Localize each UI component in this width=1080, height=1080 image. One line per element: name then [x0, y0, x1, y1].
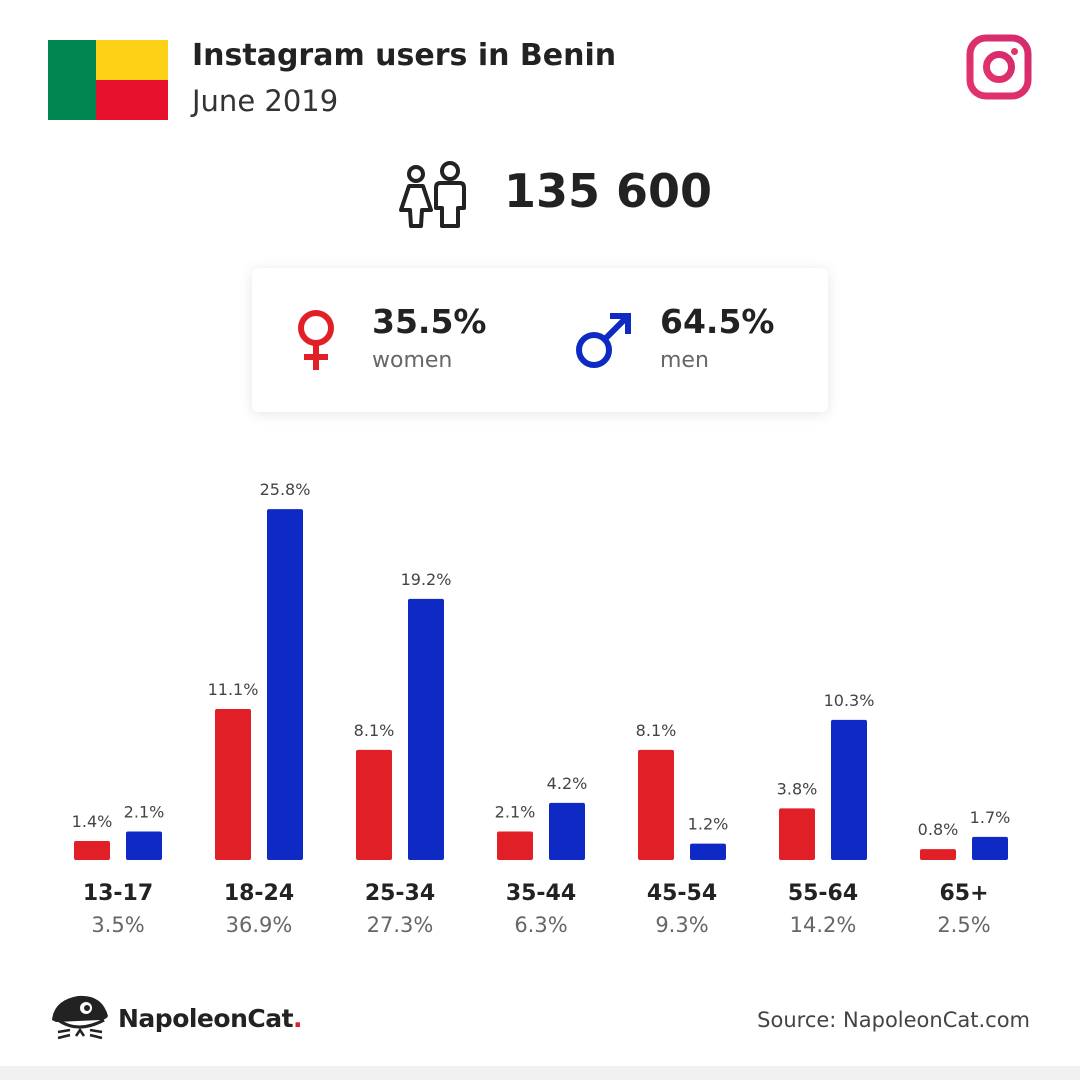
category-total-13-17: 3.5%: [91, 913, 144, 937]
value-label-men-25-34: 19.2%: [401, 570, 452, 589]
page-title: Instagram users in Benin: [192, 38, 617, 73]
bar-men-55-64: [831, 719, 867, 860]
total-users: 135 600: [504, 164, 713, 218]
category-total-55-64: 14.2%: [790, 913, 857, 937]
benin-flag: [48, 40, 168, 120]
women-label: women: [372, 348, 453, 373]
category-label-55-64: 55-64: [788, 881, 858, 906]
women-percent: 35.5%: [372, 302, 487, 341]
bar-women-55-64: [779, 808, 815, 860]
value-label-men-55-64: 10.3%: [824, 691, 875, 710]
value-label-women-55-64: 3.8%: [777, 779, 818, 798]
value-label-women-35-44: 2.1%: [495, 802, 536, 821]
category-total-45-54: 9.3%: [655, 913, 708, 937]
value-label-women-25-34: 8.1%: [354, 721, 395, 740]
men-percent: 64.5%: [660, 302, 775, 341]
brand-text: NapoleonCat: [118, 1004, 294, 1033]
instagram-icon[interactable]: [966, 34, 1032, 100]
category-label-13-17: 13-17: [83, 881, 153, 906]
age-gender-bar-chart: 1.4% 2.1% 13-17 3.5% 11.1% 25.8% 18-24 36.9% 8.1…: [72, 480, 1011, 937]
bar-women-13-17: [74, 840, 110, 860]
value-label-men-45-54: 1.2%: [688, 815, 729, 834]
bar-men-18-24: [267, 509, 303, 860]
bar-women-65+: [920, 849, 956, 860]
value-label-women-65+: 0.8%: [918, 820, 959, 839]
bar-women-18-24: [215, 709, 251, 860]
category-label-35-44: 35-44: [506, 881, 576, 906]
bar-women-45-54: [638, 749, 674, 860]
value-label-women-13-17: 1.4%: [72, 812, 113, 831]
category-total-25-34: 27.3%: [367, 913, 434, 937]
category-total-18-24: 36.9%: [226, 913, 293, 937]
category-label-45-54: 45-54: [647, 881, 717, 906]
category-label-25-34: 25-34: [365, 881, 435, 906]
value-label-women-18-24: 11.1%: [208, 680, 259, 699]
male-symbol-icon: [576, 313, 631, 368]
bar-men-35-44: [549, 802, 585, 860]
bar-men-45-54: [690, 843, 726, 860]
bar-men-65+: [972, 836, 1008, 860]
value-label-men-13-17: 2.1%: [124, 802, 165, 821]
category-label-18-24: 18-24: [224, 881, 294, 906]
value-label-women-45-54: 8.1%: [636, 721, 677, 740]
value-label-men-65+: 1.7%: [970, 808, 1011, 827]
napoleoncat-logo-icon: [52, 995, 108, 1040]
category-total-65+: 2.5%: [937, 913, 990, 937]
brand-name[interactable]: NapoleonCat.: [118, 1004, 303, 1033]
value-label-men-18-24: 25.8%: [260, 480, 311, 499]
bar-men-13-17: [126, 831, 162, 860]
gender-card: 35.5% women 64.5% men: [252, 268, 828, 412]
bar-women-25-34: [356, 749, 392, 860]
bar-men-25-34: [408, 598, 444, 860]
female-symbol-icon: [298, 310, 334, 370]
source-text: Source: NapoleonCat.com: [757, 1008, 1030, 1032]
category-label-65+: 65+: [939, 881, 988, 906]
bar-women-35-44: [497, 831, 533, 860]
category-total-35-44: 6.3%: [514, 913, 567, 937]
brand-dot: .: [293, 1004, 303, 1033]
value-label-men-35-44: 4.2%: [547, 774, 588, 793]
users-icon: [399, 161, 466, 228]
page-subtitle: June 2019: [192, 84, 339, 118]
men-label: men: [660, 348, 709, 373]
footer-band: [0, 1066, 1080, 1080]
